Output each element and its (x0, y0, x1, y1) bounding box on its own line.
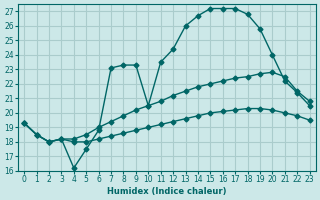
X-axis label: Humidex (Indice chaleur): Humidex (Indice chaleur) (107, 187, 227, 196)
